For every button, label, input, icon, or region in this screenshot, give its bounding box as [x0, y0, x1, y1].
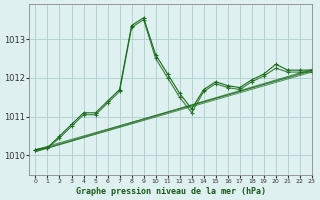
X-axis label: Graphe pression niveau de la mer (hPa): Graphe pression niveau de la mer (hPa) [76, 187, 266, 196]
